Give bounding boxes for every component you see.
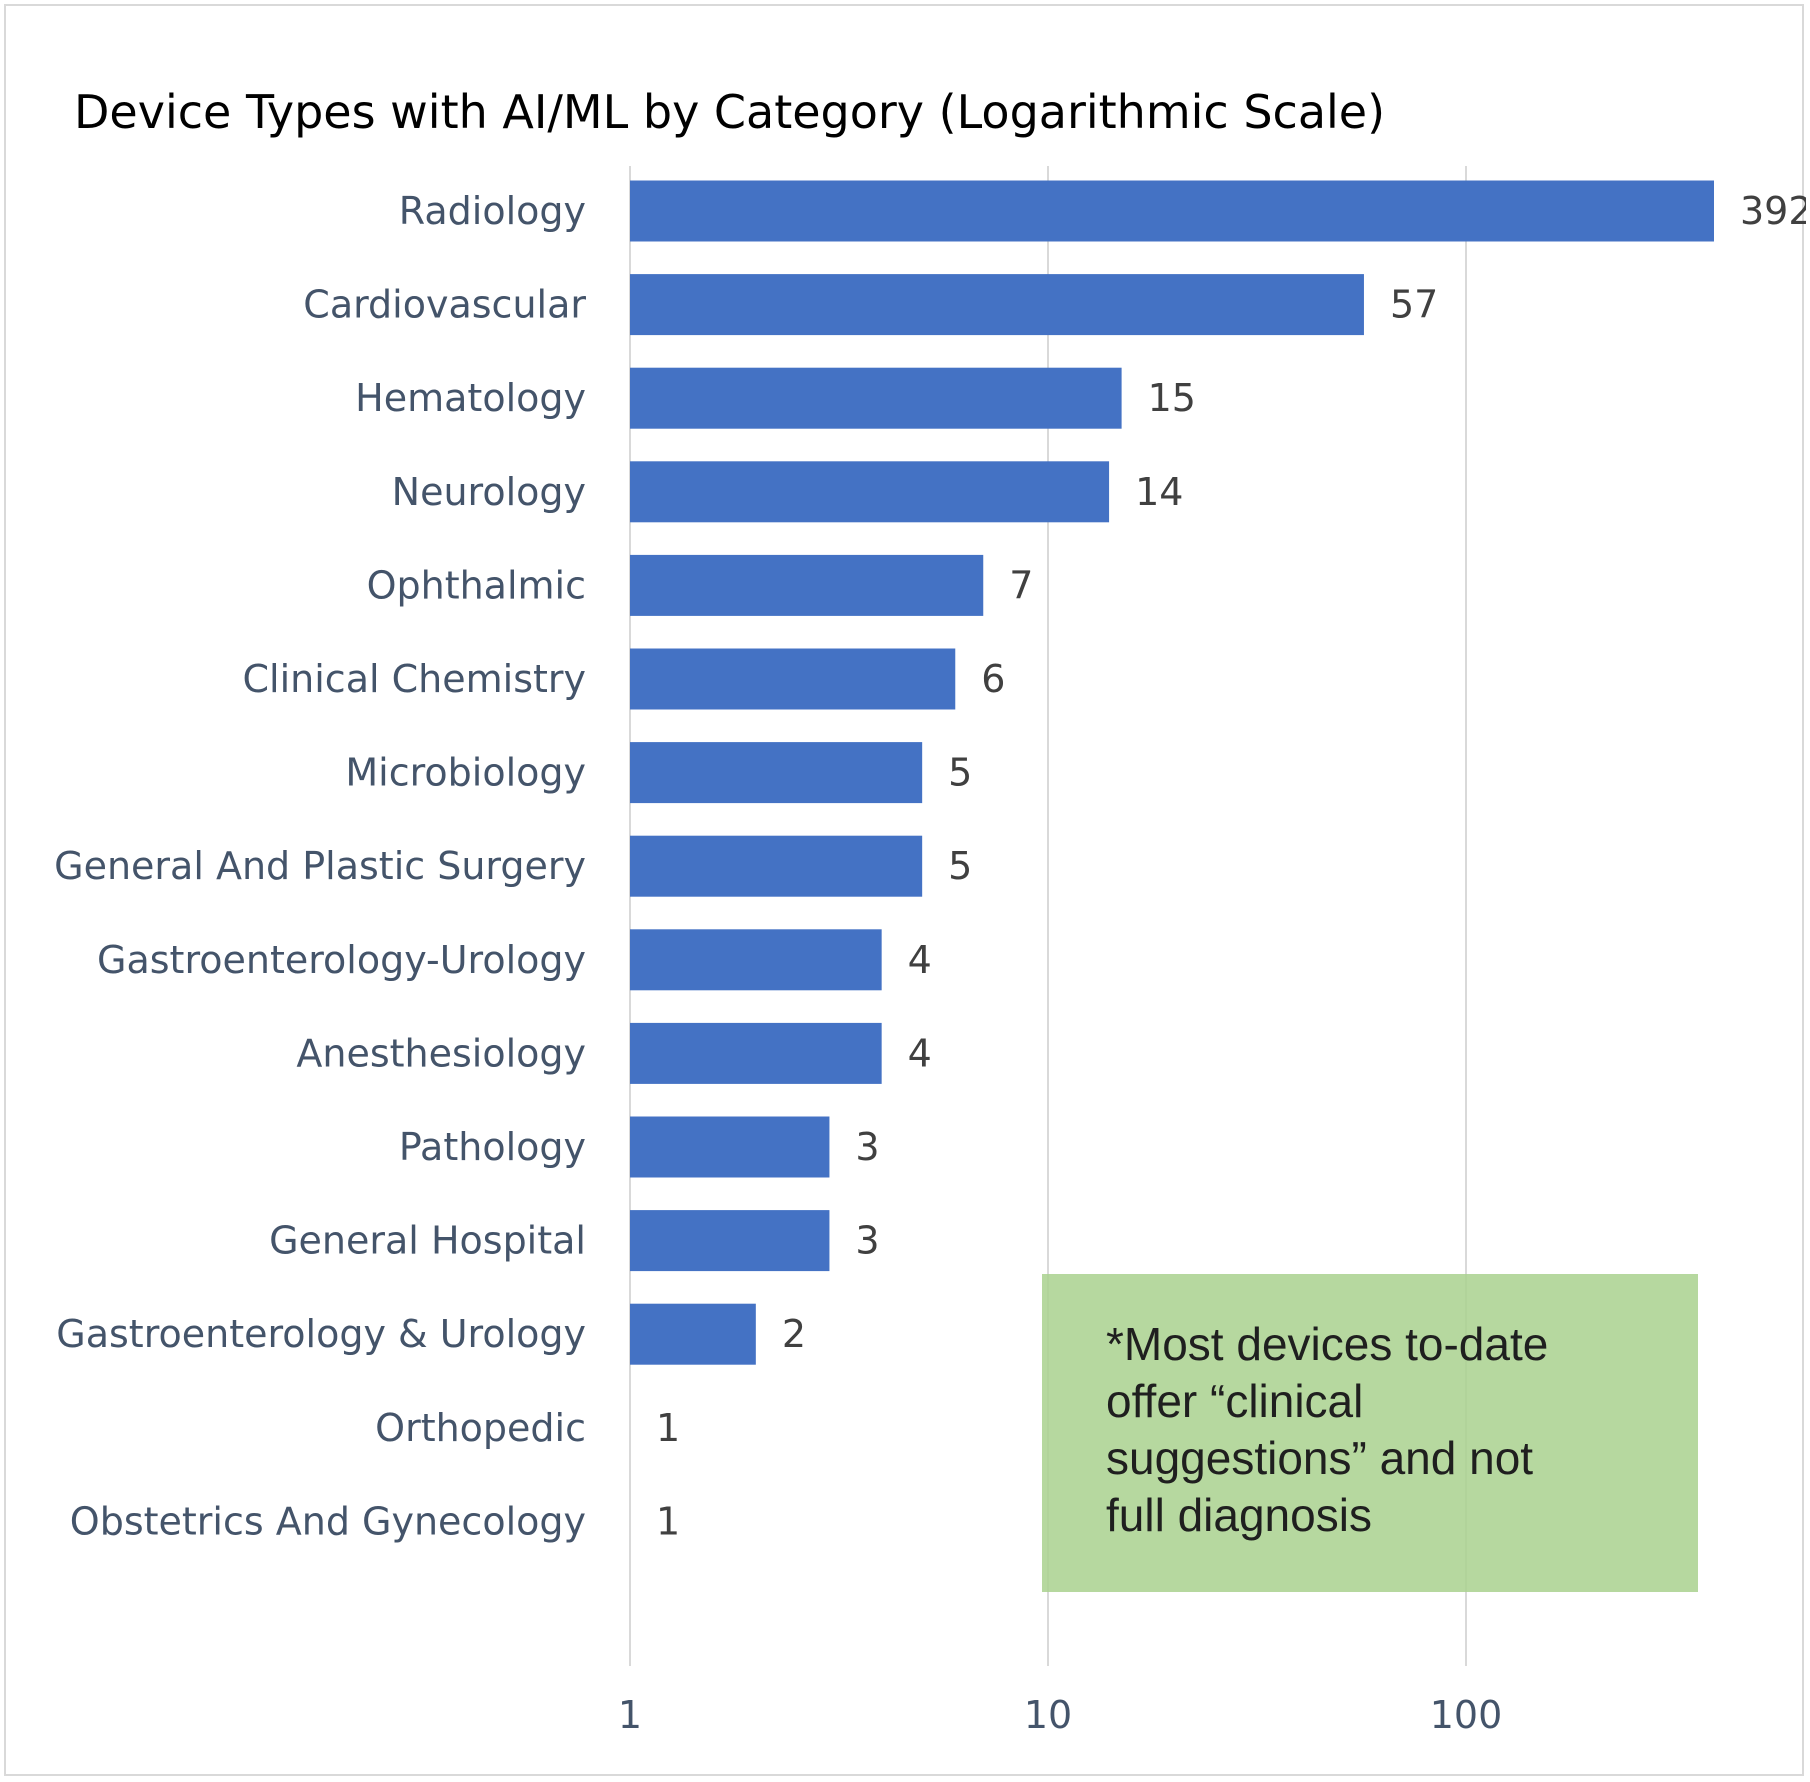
annotation-text-line: offer “clinical	[1106, 1375, 1363, 1427]
category-label: Ophthalmic	[367, 563, 586, 607]
x-tick-label: 1	[618, 1693, 642, 1737]
category-label: General And Plastic Surgery	[54, 844, 586, 888]
data-label: 7	[1009, 563, 1033, 607]
bar-chart: Device Types with AI/ML by Category (Log…	[54, 85, 1806, 1737]
data-label: 15	[1148, 376, 1196, 420]
bar	[630, 929, 882, 991]
bar	[630, 461, 1110, 523]
data-label: 4	[908, 938, 932, 982]
x-tick-label: 100	[1430, 1693, 1503, 1737]
category-label: Microbiology	[345, 751, 586, 795]
category-label: Clinical Chemistry	[243, 657, 586, 701]
data-label: 1	[656, 1499, 680, 1543]
annotation-text-line: full diagnosis	[1106, 1489, 1372, 1541]
category-label: Obstetrics And Gynecology	[70, 1499, 586, 1543]
bar	[630, 835, 923, 897]
category-label: Pathology	[399, 1125, 586, 1169]
data-label: 57	[1390, 283, 1438, 327]
category-label: General Hospital	[269, 1219, 586, 1263]
category-label: Gastroenterology & Urology	[56, 1312, 586, 1356]
category-label: Cardiovascular	[303, 283, 586, 327]
data-label: 6	[981, 657, 1005, 701]
bar	[630, 1116, 830, 1178]
x-tick-label: 10	[1024, 1693, 1072, 1737]
data-label: 5	[948, 751, 972, 795]
data-label: 3	[855, 1219, 879, 1263]
data-labels: 392 57 15 14 7 6 5 5 4 4 3 3 2 1 1	[656, 189, 1806, 1543]
category-label: Orthopedic	[375, 1406, 586, 1450]
bar	[630, 648, 956, 710]
bar	[630, 274, 1364, 336]
annotation-text-line: suggestions” and not	[1106, 1432, 1533, 1484]
data-label: 1	[656, 1406, 680, 1450]
bar	[630, 742, 923, 804]
category-label: Gastroenterology-Urology	[97, 938, 586, 982]
data-label: 5	[948, 844, 972, 888]
bar	[630, 1210, 830, 1272]
bar	[630, 1303, 756, 1365]
data-label: 2	[782, 1312, 806, 1356]
annotation-background	[1042, 1274, 1698, 1592]
category-label: Radiology	[399, 189, 586, 233]
x-axis-ticks: 1 10 100	[618, 1693, 1502, 1737]
chart-title: Device Types with AI/ML by Category (Log…	[74, 85, 1385, 139]
category-labels: Radiology Cardiovascular Hematology Neurolo…	[54, 189, 586, 1543]
chart-frame: Device Types with AI/ML by Category (Log…	[4, 4, 1806, 1776]
bar	[630, 367, 1122, 429]
data-label: 392	[1740, 189, 1806, 233]
bars	[630, 180, 1714, 1365]
bar	[630, 1022, 882, 1084]
data-label: 4	[908, 1031, 932, 1075]
data-label: 3	[855, 1125, 879, 1169]
annotation-text-line: *Most devices to-date	[1106, 1318, 1548, 1370]
category-label: Anesthesiology	[296, 1031, 586, 1075]
bar	[630, 180, 1714, 242]
category-label: Hematology	[355, 376, 586, 420]
category-label: Neurology	[392, 470, 586, 514]
data-label: 14	[1135, 470, 1183, 514]
bar	[630, 554, 984, 616]
